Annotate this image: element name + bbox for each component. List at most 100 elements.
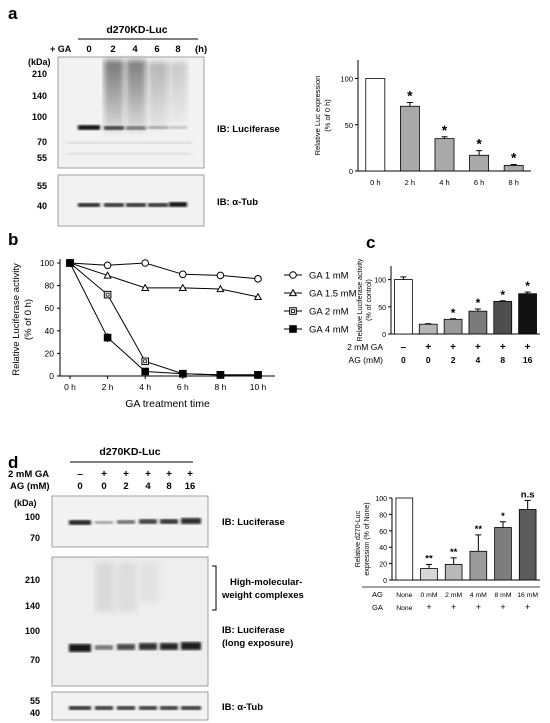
bar xyxy=(365,78,386,172)
ga-mark: + xyxy=(425,342,431,353)
chart-b: 0 20 40 60 80 100 0 h 2 h 4 h 6 h 8 h 10 h GA treatm… xyxy=(11,258,357,410)
y-tick-label: 100 xyxy=(40,258,54,268)
y-tick-label: 40 xyxy=(45,326,55,336)
bracket-hmw xyxy=(212,565,217,611)
blot-label-d-long-1: IB: Luciferase xyxy=(222,625,285,636)
mw-marker: 55 xyxy=(37,153,47,163)
marker-square-filled xyxy=(216,371,225,379)
marker-triangle xyxy=(288,288,298,297)
series-line xyxy=(69,262,259,298)
marker-triangle xyxy=(178,283,187,291)
series xyxy=(66,259,262,283)
marker-circle xyxy=(216,271,225,280)
bar xyxy=(399,105,420,172)
marker-square-inner xyxy=(105,292,110,297)
mw-marker: 55 xyxy=(30,696,40,706)
mw-marker: 210 xyxy=(32,69,47,79)
ga-value: + xyxy=(451,602,456,612)
significance-mark: * xyxy=(476,136,482,152)
y-tick-label: 0 xyxy=(383,578,387,585)
marker-circle xyxy=(254,275,262,283)
marker-square-filled xyxy=(103,333,112,342)
mw-marker: 100 xyxy=(25,626,40,636)
series xyxy=(66,259,262,379)
series-line xyxy=(69,262,259,280)
ag-mark: 16 xyxy=(523,355,533,365)
ag-mark: 4 xyxy=(476,355,481,365)
panel-letter-d: d xyxy=(8,453,18,472)
ga-mark: + xyxy=(500,342,506,353)
ga-label-a: + GA xyxy=(50,44,72,54)
ag-mark: 0 xyxy=(401,355,406,365)
marker-square-inner xyxy=(291,309,295,313)
significance-mark: * xyxy=(511,150,517,166)
row2-label-d: AG (mM) xyxy=(10,481,50,492)
construct-label-a: d270KD-Luc xyxy=(106,24,167,36)
mw-marker: 70 xyxy=(30,655,40,665)
ag-value: 4 mM xyxy=(470,592,487,599)
y-tick-label: 50 xyxy=(378,305,386,312)
ga-mark: – xyxy=(401,342,407,353)
marker-square-filled xyxy=(289,325,297,333)
panel-letter-a: a xyxy=(8,4,18,23)
significance-mark: * xyxy=(407,88,413,104)
bar xyxy=(418,323,438,335)
marker-square-open xyxy=(141,357,149,366)
mw-marker: 100 xyxy=(32,112,47,122)
ag-value: 0 mM xyxy=(421,592,438,599)
bar xyxy=(444,564,463,581)
chart-a: 0 50 100 0 h * 2 h * 4 h * 6 h * 8 h Relative Luc ex… xyxy=(313,60,531,187)
bar xyxy=(420,568,438,581)
blot-a-tubulin-bands xyxy=(78,202,187,207)
ag-mark: 2 xyxy=(123,481,128,492)
bar xyxy=(443,318,463,335)
legend-label: GA 1.5 mM xyxy=(309,289,357,300)
bar xyxy=(395,497,414,581)
marker-square-outer xyxy=(141,357,149,366)
blot-label-d-hmw-2: weight complexes xyxy=(221,590,304,601)
significance-mark: * xyxy=(500,288,505,302)
time-label: 6 xyxy=(154,44,159,55)
marker-square-open xyxy=(289,307,297,315)
mw-marker: 140 xyxy=(25,601,40,611)
y-axis-label: (% of 0 h) xyxy=(23,299,34,340)
panel-letter-c: c xyxy=(366,233,375,252)
marker-square-filled xyxy=(66,259,74,267)
construct-label-d: d270KD-Luc xyxy=(99,446,160,458)
ag-value: 16 mM xyxy=(517,592,538,599)
ag-mark: 16 xyxy=(185,481,196,492)
y-tick-label: 20 xyxy=(45,348,55,358)
ga-mark: + xyxy=(525,342,531,353)
ag-mark: 4 xyxy=(145,481,151,492)
y-axis-label: (% of 0 h) xyxy=(323,99,332,132)
y-tick-label: 0 xyxy=(349,167,353,176)
mw-marker: 40 xyxy=(37,201,47,211)
time-label: 0 xyxy=(86,44,91,55)
ag-mark: 0 xyxy=(77,481,82,492)
row-label: GA xyxy=(372,603,383,612)
x-tick-label: 2 h xyxy=(102,382,114,392)
x-tick-label: 0 h xyxy=(64,382,76,392)
kda-label-a: (kDa) xyxy=(28,57,51,67)
bar xyxy=(469,550,488,581)
time-unit-label: (h) xyxy=(195,44,207,55)
ga-value: + xyxy=(500,602,505,612)
blot-label-d-luciferase: IB: Luciferase xyxy=(222,517,285,528)
ga-mark: + xyxy=(450,342,456,353)
marker-circle xyxy=(103,261,112,270)
y-axis-label: Relative Luciferase activity xyxy=(11,263,22,376)
blot-d-luciferase-bands xyxy=(69,518,201,525)
x-tick-label: 10 h xyxy=(250,382,267,392)
row-label: AG xyxy=(372,590,383,599)
marker-circle xyxy=(141,259,149,267)
time-label: 4 xyxy=(132,44,138,55)
significance-mark: ** xyxy=(425,553,433,564)
blot-d-long-exposure-bands xyxy=(69,562,201,652)
blot-label-d-tubulin: IB: α-Tub xyxy=(222,702,263,713)
y-tick-label: 50 xyxy=(345,121,353,130)
blot-d-tubulin-bands xyxy=(69,706,201,710)
marker-circle xyxy=(179,270,187,279)
legend-label: GA 1 mM xyxy=(309,271,349,282)
